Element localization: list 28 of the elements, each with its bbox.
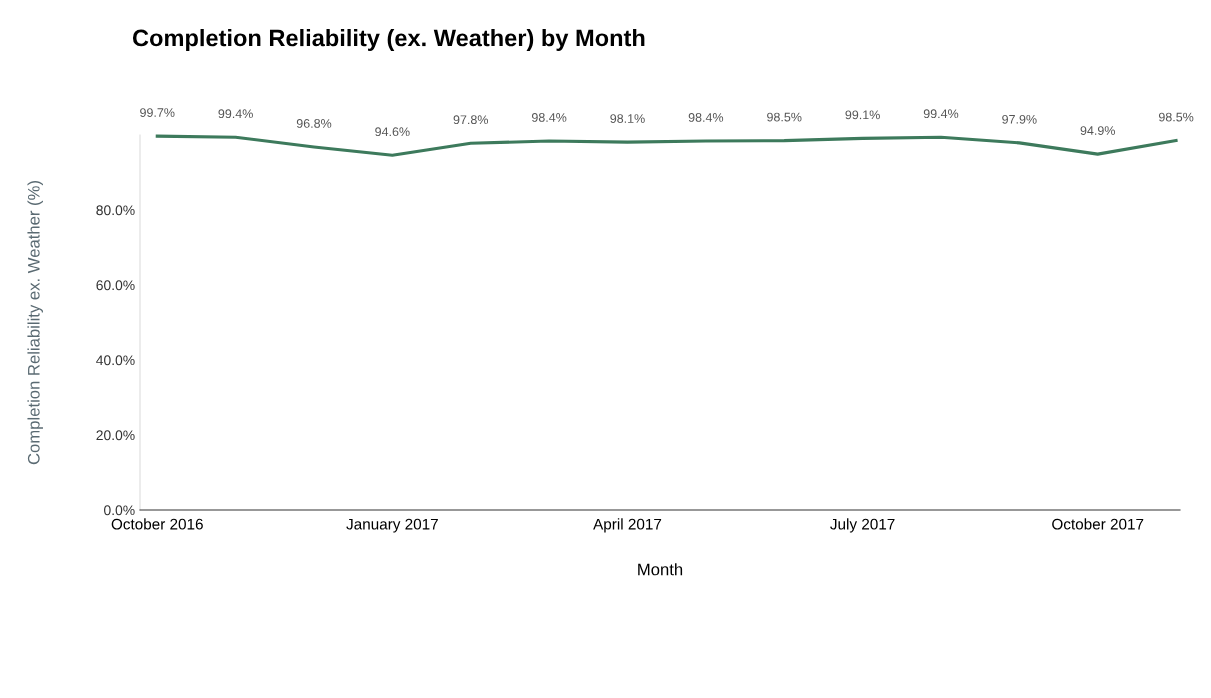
y-tick-label: 80.0%	[96, 205, 135, 216]
data-label: 94.6%	[375, 127, 410, 137]
chart-title: Completion Reliability (ex. Weather) by Month	[132, 29, 645, 51]
data-label: 98.4%	[531, 113, 567, 122]
y-tick-label: 20.0%	[96, 430, 135, 441]
data-label: 98.1%	[610, 114, 645, 123]
data-label: 98.5%	[1158, 112, 1194, 122]
data-label: 98.4%	[688, 113, 724, 122]
data-label: 94.9%	[1080, 126, 1115, 135]
data-label: 99.4%	[923, 109, 959, 119]
x-tick-label: October 2016	[111, 518, 203, 530]
x-tick-label: July 2017	[830, 518, 895, 533]
line-series	[155, 134, 1178, 157]
data-label: 96.8%	[296, 119, 332, 128]
data-label: 97.9%	[1002, 114, 1037, 124]
x-tick-label: April 2017	[593, 518, 662, 533]
data-label: 97.8%	[453, 115, 489, 125]
x-tick-label: January 2017	[346, 518, 438, 533]
data-label: 99.7%	[140, 108, 175, 117]
y-tick-label: 60.0%	[96, 280, 135, 291]
y-tick-label: 0.0%	[104, 505, 135, 516]
y-tick-label: 40.0%	[96, 355, 135, 366]
data-label: 99.1%	[845, 110, 880, 120]
y-axis-title: Completion Reliability ex. Weather (%)	[27, 181, 43, 465]
data-label: 99.4%	[218, 109, 253, 119]
data-label: 98.5%	[767, 112, 802, 122]
x-axis-title: Month	[638, 563, 683, 576]
x-tick-label: October 2017	[1052, 518, 1144, 530]
